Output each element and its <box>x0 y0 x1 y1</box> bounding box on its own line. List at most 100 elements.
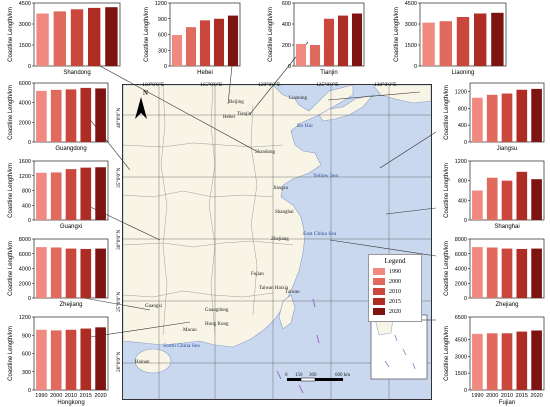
bar-2000 <box>486 247 498 298</box>
bar-2000 <box>309 45 321 66</box>
label-east-china-sea: East China Sea <box>303 231 337 237</box>
legend-swatch <box>373 278 385 285</box>
bar-2020 <box>95 167 106 220</box>
graticule <box>123 85 431 399</box>
y-axis-label: Coastline Length/km <box>394 7 400 62</box>
chart-panel-hebei: 0 300 600 900 1200 Coastline Length/km Hebei <box>136 0 244 83</box>
bar-chart: 0 200 400 600 Coastline Length/km Tianjin <box>268 1 365 76</box>
lat-20: 20°0'0"N <box>115 352 122 372</box>
y-tick-label: 900 <box>158 17 167 23</box>
legend-title: Legend <box>384 257 406 265</box>
lat-40: 40°0'0"N <box>115 108 122 128</box>
y-axis-label: Coastline Length/km <box>8 85 14 140</box>
y-axis-label: Coastline Length/km <box>8 7 14 62</box>
bar-2020 <box>531 88 542 142</box>
bar-2015 <box>88 7 101 66</box>
bar-1990 <box>36 172 47 220</box>
coastline-map: 0 150 300 600 km N Beijing Tianjin Hebei… <box>122 84 432 400</box>
bar-2015 <box>474 13 487 66</box>
bar-1990 <box>472 190 483 220</box>
bar-chart: 0 400 800 1200 Coastline Length/km Jiangsu <box>444 82 545 152</box>
y-tick-label: 4500 <box>405 1 417 7</box>
bar-2000 <box>50 89 62 142</box>
chart-panel-shandong: 0 1500 3000 4500 Coastline Length/km Shandong <box>0 0 124 83</box>
y-tick-label: 2000 <box>19 281 31 287</box>
label-liaoning: Liaoning <box>289 96 308 101</box>
y-axis-label: Coastline Length/km <box>444 241 450 296</box>
legend-label: 2000 <box>389 278 401 285</box>
scale-label-0: 0 <box>285 373 288 378</box>
bar-2020 <box>531 248 542 298</box>
y-tick-label: 3000 <box>19 22 31 28</box>
bar-2015 <box>213 18 225 66</box>
label-guangxi: Guangxi <box>145 304 163 309</box>
y-tick-label: 200 <box>282 43 291 49</box>
y-axis-label: Coastline Length/km <box>444 85 450 140</box>
bar-chart: 0 300 600 900 1200 Coastline Length/km Hebei <box>144 1 241 76</box>
legend-swatch <box>373 268 385 275</box>
lat-35: 35°0'0"N <box>115 168 122 188</box>
bar-2020 <box>227 15 239 67</box>
legend-label: 2015 <box>389 298 401 305</box>
label-zhejiang: Zhejiang <box>271 237 289 242</box>
bar-2015 <box>80 87 92 142</box>
bar-1990 <box>36 247 47 298</box>
chart-title: Guangdong <box>55 146 86 152</box>
y-tick-label: 0 <box>28 218 31 224</box>
bar-2015 <box>516 331 528 390</box>
chart-title: Fujian <box>499 400 515 406</box>
north-label: N <box>143 89 148 97</box>
legend-label: 1990 <box>389 268 401 275</box>
legend-swatch <box>373 308 385 315</box>
lat-25: 25°0'0"N <box>115 292 122 312</box>
lat-30: 30°0'0"N <box>115 230 122 250</box>
legend-item-2015: 2015 <box>373 297 401 306</box>
y-axis-label: Coastline Length/km <box>8 163 14 218</box>
chart-panel-tianjin: 0 200 400 600 Coastline Length/km Tianjin <box>260 0 368 83</box>
scale-bar: 0 150 300 600 km <box>285 373 350 382</box>
bar-1990 <box>36 329 47 390</box>
x-tick-label: 2000 <box>50 393 62 399</box>
scale-label-300: 300 <box>309 373 317 378</box>
y-tick-label: 900 <box>22 333 31 339</box>
y-tick-label: 0 <box>464 388 467 394</box>
y-tick-label: 1500 <box>405 43 417 49</box>
y-tick-label: 1200 <box>455 159 467 165</box>
label-hainan: Hainan <box>135 360 150 365</box>
x-tick-label: 2000 <box>486 393 498 399</box>
bar-2000 <box>50 172 62 220</box>
y-tick-label: 0 <box>28 388 31 394</box>
bar-2010 <box>70 9 84 67</box>
bar-2010 <box>501 333 513 390</box>
y-tick-label: 8000 <box>19 237 31 243</box>
bar-2000 <box>486 94 498 142</box>
bar-2015 <box>516 171 528 220</box>
chart-title: Hebei <box>197 70 213 76</box>
y-tick-label: 6000 <box>19 81 31 87</box>
y-tick-label: 2000 <box>19 120 31 126</box>
label-beijing: Beijing <box>229 100 244 105</box>
chart-title: Shandong <box>63 70 90 76</box>
y-tick-label: 1200 <box>155 1 167 7</box>
y-tick-label: 300 <box>158 48 167 54</box>
map-canvas: 0 150 300 600 km N Beijing Tianjin Hebei… <box>123 85 431 399</box>
label-hong-kong: Hong Kong <box>205 322 229 327</box>
bar-1990 <box>36 13 49 66</box>
chart-panel-guangdong: 0 2000 4000 6000 Coastline Length/km Guangdon… <box>0 80 112 159</box>
y-tick-label: 300 <box>22 370 31 376</box>
bar-2020 <box>531 179 542 220</box>
y-tick-label: 600 <box>282 1 291 7</box>
bar-chart: 0 400 800 1200 Coastline Length/km Shanghai <box>444 159 545 230</box>
label-yellow-sea: Yellow Sea <box>313 173 339 179</box>
bar-1990 <box>472 247 483 298</box>
label-taiwan: Taiwan <box>285 290 300 295</box>
bar-chart: 0 1500 3000 4500 Coastline Length/km Liaoning <box>394 1 507 76</box>
north-arrow: N <box>135 89 148 119</box>
y-tick-label: 3000 <box>405 22 417 28</box>
y-tick-label: 4500 <box>455 337 467 343</box>
chart-panel-shanghai: 0 400 800 1200 Coastline Length/km Shanghai <box>436 158 548 237</box>
legend-swatch <box>373 298 385 305</box>
y-axis-label: Coastline Length/km <box>144 7 150 62</box>
x-tick-label: 1990 <box>35 393 47 399</box>
chart-title: Guangxi <box>60 224 82 230</box>
